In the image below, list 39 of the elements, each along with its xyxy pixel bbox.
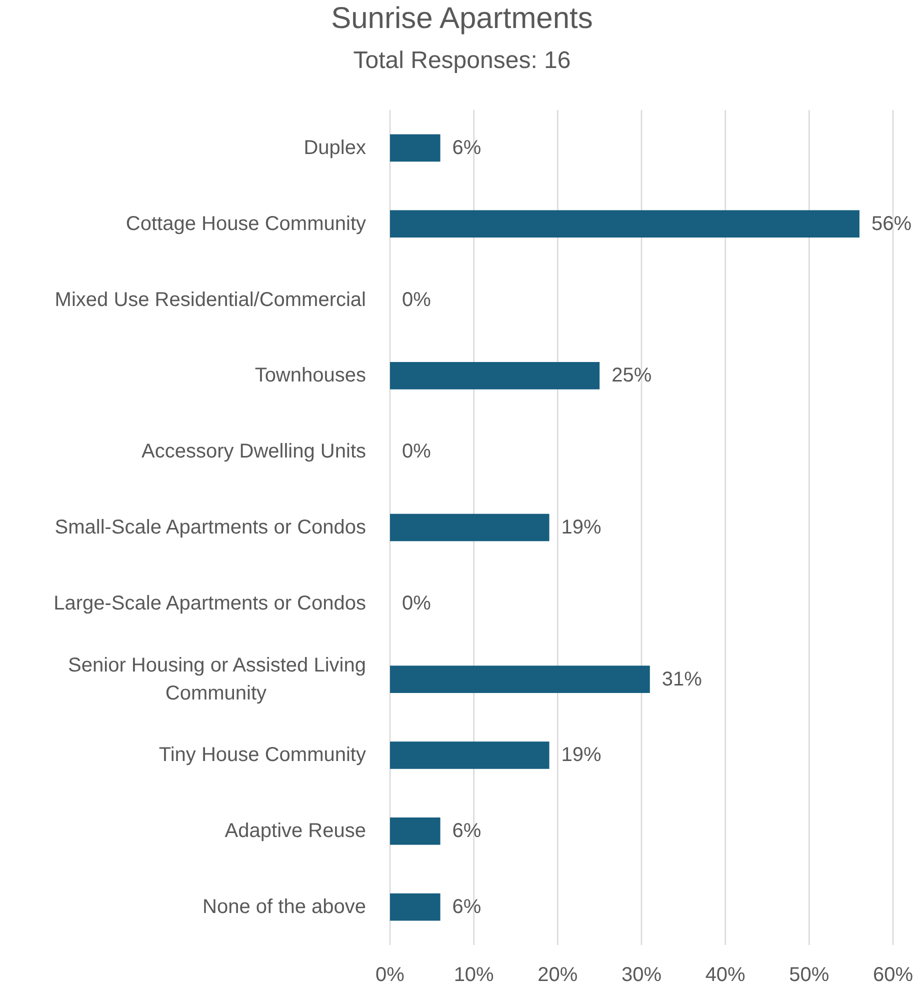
bar: [390, 893, 440, 921]
chart-subtitle: Total Responses: 16: [353, 47, 571, 74]
y-tick-label: Townhouses: [254, 364, 366, 387]
data-label: 6%: [452, 820, 482, 842]
y-tick-label: Cottage House Community: [126, 212, 366, 235]
data-label: 0%: [402, 440, 432, 463]
data-label: 0%: [402, 592, 432, 614]
data-label: 0%: [402, 288, 432, 311]
x-tick-label: 0%: [376, 964, 405, 986]
bar: [390, 210, 860, 238]
bar: [390, 362, 600, 390]
x-tick-label: 50%: [789, 964, 830, 986]
y-tick-label: None of the above: [202, 896, 366, 918]
bar: [390, 514, 550, 542]
y-tick-label: Senior Housing or Assisted Living Community: [68, 654, 366, 704]
y-tick-label: Adaptive Reuse: [224, 820, 366, 842]
y-tick-label: Tiny House Community: [158, 744, 366, 766]
y-tick-label: Large-Scale Apartments or Condos: [54, 592, 366, 614]
data-label: 56%: [871, 212, 912, 235]
data-label: 6%: [452, 136, 482, 159]
x-tick-label: 30%: [621, 964, 662, 986]
bar: [390, 817, 440, 845]
chart-title: Sunrise Apartments: [331, 2, 593, 35]
x-tick-label: 60%: [872, 964, 914, 986]
x-tick-label: 40%: [705, 964, 746, 986]
bar: [390, 666, 650, 693]
x-tick-label: 20%: [538, 964, 578, 986]
data-label: 19%: [561, 744, 602, 766]
y-tick-label: Small-Scale Apartments or Condos: [54, 516, 366, 538]
x-tick-label: 10%: [454, 964, 494, 986]
y-tick-label: Mixed Use Residential/Commercial: [54, 288, 366, 311]
data-label: 6%: [452, 896, 482, 918]
bar: [390, 742, 550, 769]
data-label: 19%: [561, 516, 602, 538]
y-tick-label: Duplex: [304, 136, 366, 159]
bar: [390, 134, 440, 162]
data-label: 31%: [662, 668, 702, 690]
y-tick-label: Accessory Dwelling Units: [141, 440, 366, 463]
data-label: 25%: [612, 364, 652, 387]
